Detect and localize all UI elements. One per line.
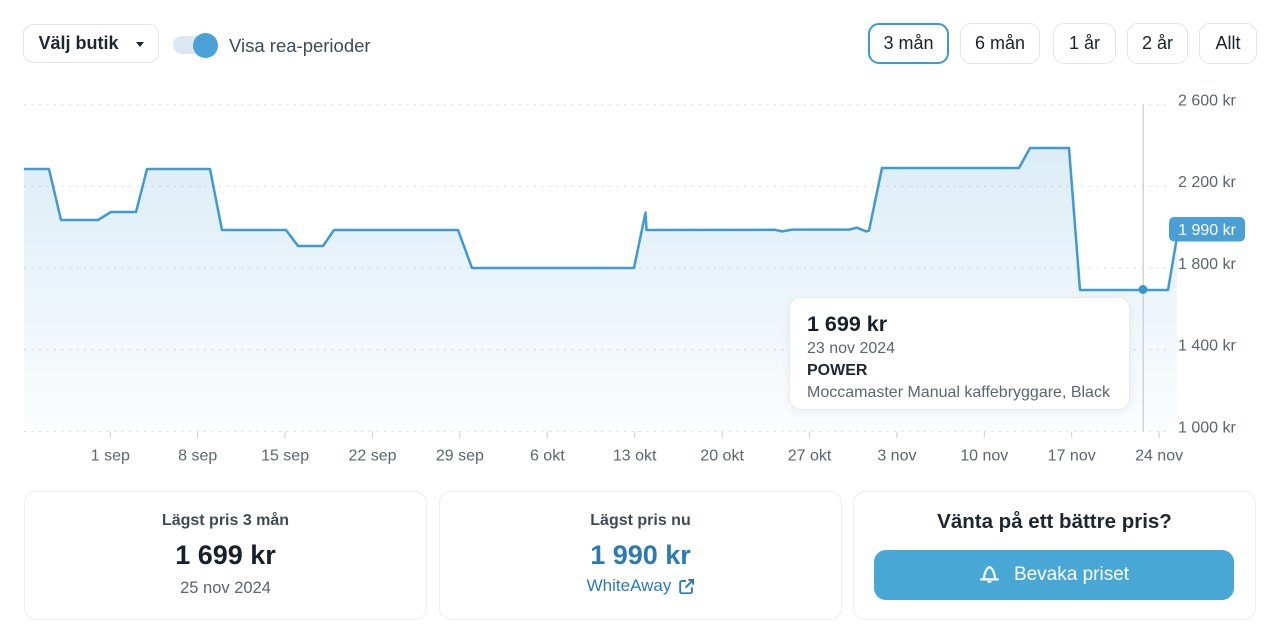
svg-text:2 200 kr: 2 200 kr <box>1178 174 1236 191</box>
svg-text:27 okt: 27 okt <box>788 448 832 465</box>
svg-text:1 400 kr: 1 400 kr <box>1178 338 1236 355</box>
svg-text:20 okt: 20 okt <box>700 448 744 465</box>
svg-text:1 800 kr: 1 800 kr <box>1178 256 1236 273</box>
svg-text:22 sep: 22 sep <box>348 448 396 465</box>
svg-text:13 okt: 13 okt <box>613 448 657 465</box>
svg-text:3 nov: 3 nov <box>877 448 916 465</box>
svg-text:10 nov: 10 nov <box>960 448 1008 465</box>
svg-text:1 990 kr: 1 990 kr <box>1178 222 1236 239</box>
svg-text:29 sep: 29 sep <box>436 448 484 465</box>
svg-text:1 000 kr: 1 000 kr <box>1178 419 1236 436</box>
svg-text:17 nov: 17 nov <box>1048 448 1096 465</box>
svg-text:6 okt: 6 okt <box>530 448 565 465</box>
svg-text:24 nov: 24 nov <box>1135 448 1183 465</box>
svg-text:2 600 kr: 2 600 kr <box>1178 93 1236 110</box>
svg-text:15 sep: 15 sep <box>261 448 309 465</box>
svg-text:8 sep: 8 sep <box>178 448 217 465</box>
svg-text:1 sep: 1 sep <box>91 448 130 465</box>
